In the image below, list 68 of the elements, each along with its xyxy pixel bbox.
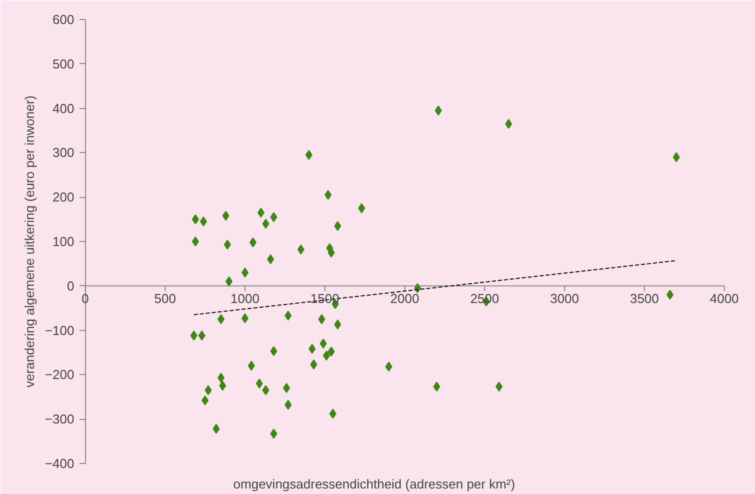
point xyxy=(310,359,318,370)
point xyxy=(218,314,225,324)
point xyxy=(198,330,206,341)
point xyxy=(270,212,278,222)
point xyxy=(297,244,304,254)
point xyxy=(241,268,248,278)
point xyxy=(200,216,207,227)
y-tick-label: 0 xyxy=(66,278,74,294)
point xyxy=(433,382,440,392)
point xyxy=(505,118,512,129)
y-tick-label: 200 xyxy=(52,190,74,205)
y-tick-label: 400 xyxy=(52,100,74,116)
point xyxy=(284,310,292,321)
point xyxy=(212,424,220,434)
point xyxy=(328,346,335,357)
point xyxy=(241,313,248,324)
point xyxy=(267,254,274,264)
y-tick-label: 600 xyxy=(52,12,74,28)
point xyxy=(256,378,263,389)
y-tick-label: −400 xyxy=(44,456,74,471)
point xyxy=(308,344,316,354)
point xyxy=(262,218,270,229)
y-tick-label: −200 xyxy=(44,367,74,382)
point xyxy=(320,338,327,349)
point xyxy=(270,346,278,356)
y-axis-title: verandering algemene uitkering (euro per inwoner) xyxy=(22,96,38,388)
x-tick-label: 1000 xyxy=(230,290,260,306)
point xyxy=(257,208,264,218)
point xyxy=(192,214,199,224)
point xyxy=(224,240,231,250)
x-axis-title: omgevingsadressendichtheid (adressen per km²) xyxy=(233,476,516,492)
point xyxy=(324,190,332,200)
x-tick-label: 4000 xyxy=(710,290,739,306)
point xyxy=(434,106,442,116)
point xyxy=(192,236,199,246)
point xyxy=(318,314,326,324)
point xyxy=(328,248,335,258)
point xyxy=(496,382,503,392)
x-tick-label: 2000 xyxy=(390,290,420,306)
x-tick-label: 3500 xyxy=(630,290,659,306)
point xyxy=(305,150,312,160)
y-tick-label: −300 xyxy=(44,412,74,427)
point xyxy=(270,428,278,439)
point xyxy=(329,408,336,419)
point xyxy=(334,220,342,231)
y-tick-label: 300 xyxy=(52,145,74,160)
point xyxy=(218,372,225,383)
y-tick-label: 500 xyxy=(52,56,74,72)
y-tick-label: 100 xyxy=(52,234,74,249)
point xyxy=(284,400,292,410)
point xyxy=(204,385,212,396)
point xyxy=(202,395,209,406)
point xyxy=(322,350,330,361)
point xyxy=(248,360,255,371)
y-tick-label: −100 xyxy=(44,322,74,338)
point xyxy=(283,382,290,393)
point xyxy=(249,237,256,248)
point xyxy=(262,385,270,396)
x-tick-label: 3000 xyxy=(550,290,580,306)
point xyxy=(334,319,342,330)
point xyxy=(222,210,230,221)
point xyxy=(672,152,680,162)
point xyxy=(219,380,226,391)
point xyxy=(358,203,366,214)
x-tick-label: 500 xyxy=(154,290,176,306)
x-tick-label: 2500 xyxy=(470,290,500,306)
point xyxy=(190,330,198,341)
point xyxy=(385,362,392,372)
